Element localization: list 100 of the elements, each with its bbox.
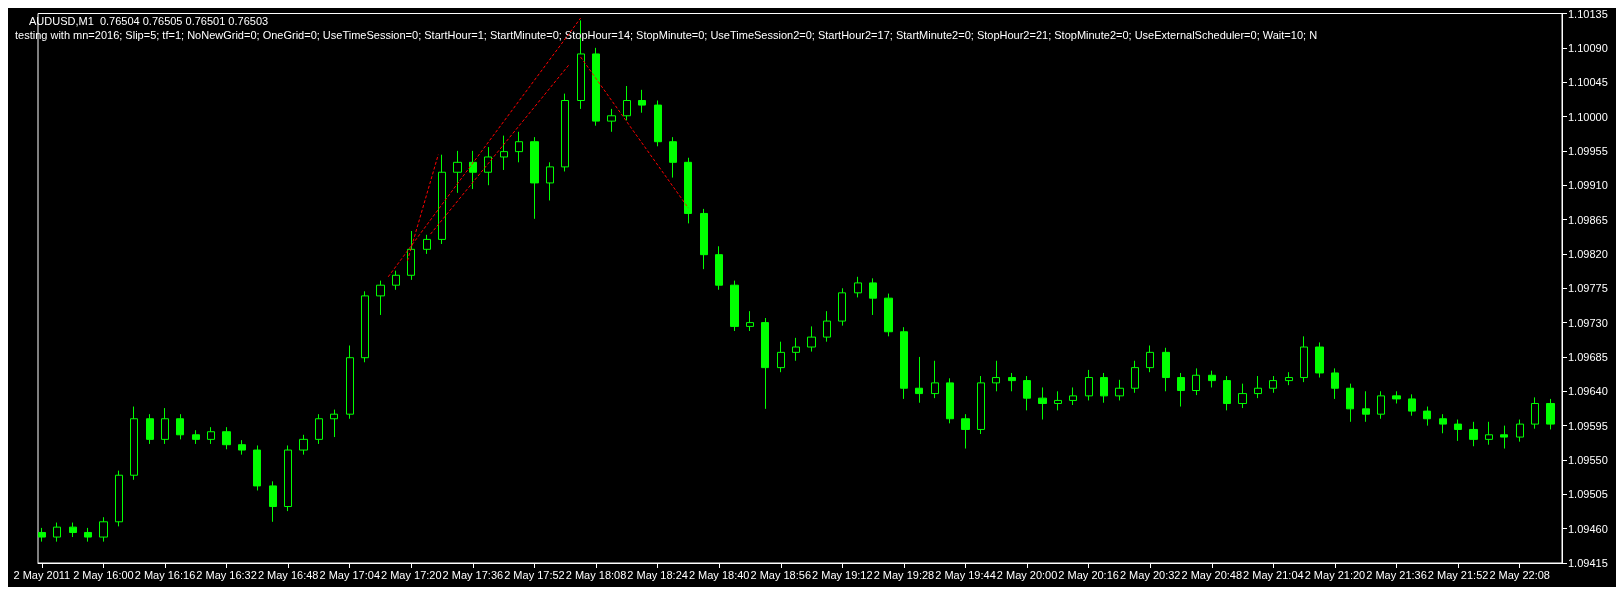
candlestick [1269, 375, 1277, 394]
candlestick [807, 325, 816, 353]
y-tick-label: 1.09415 [1568, 557, 1608, 569]
candlestick [1285, 371, 1293, 386]
y-tick-label: 1.09550 [1568, 453, 1608, 466]
candlestick [1162, 347, 1170, 392]
x-tick-label: 2 May 2011 [13, 568, 71, 581]
candlestick [392, 270, 400, 291]
candlestick [654, 100, 662, 147]
chart-title: AUDUSD,M1 0.76504 0.76505 0.76501 0.76503 [29, 14, 269, 27]
candlestick [469, 150, 477, 190]
candlestick [1115, 379, 1124, 401]
y-tick-label: 1.09685 [1568, 350, 1608, 363]
candlestick [1238, 383, 1247, 409]
candlestick [299, 434, 308, 456]
x-tick-label: 2 May 18:56 [750, 568, 812, 581]
candlestick [915, 356, 923, 404]
candlestick [1331, 367, 1339, 400]
candlestick [1439, 413, 1447, 434]
x-tick-label: 2 May 19:28 [873, 568, 935, 581]
y-tick-label: 1.10135 [1568, 7, 1608, 20]
candlestick [207, 426, 215, 445]
candlestick [1223, 375, 1231, 411]
candlestick [607, 108, 616, 133]
candlestick [1008, 372, 1016, 392]
candlestick [1085, 369, 1093, 401]
x-tick-label: 2 May 21:36 [1366, 568, 1427, 581]
candlestick [453, 150, 462, 194]
candlestick [777, 341, 785, 373]
x-tick-label: 2 May 21:20 [1304, 568, 1366, 581]
x-tick-label: 2 May 20:16 [1058, 568, 1119, 581]
candlestick [1177, 372, 1185, 408]
y-tick-label: 1.09730 [1568, 316, 1608, 329]
candlestick [746, 310, 754, 332]
candlestick [84, 527, 92, 543]
candlestick [423, 234, 431, 255]
candlestick [823, 310, 831, 343]
x-tick-label: 2 May 18:24 [627, 568, 688, 581]
x-tick-label: 2 May 16:48 [257, 568, 319, 581]
candlestick [1423, 406, 1431, 427]
candlestick [1146, 344, 1154, 373]
y-tick-label: 1.09910 [1568, 179, 1608, 192]
candlestick [1377, 390, 1385, 420]
x-tick-label: 2 May 16:32 [196, 568, 257, 581]
candlestick [53, 522, 61, 543]
candlestick [1069, 386, 1077, 406]
candlestick [330, 409, 338, 438]
x-tick-label: 2 May 16:00 [73, 568, 134, 581]
candlestick [546, 161, 554, 201]
candlestick [1054, 390, 1062, 411]
x-tick-label: 2 May 20:48 [1181, 568, 1243, 581]
candlestick [1500, 425, 1508, 450]
candlestick [146, 413, 154, 445]
candlestick [1454, 419, 1462, 442]
x-tick-label: 2 May 20:00 [996, 568, 1058, 581]
candlestick [192, 429, 200, 445]
x-tick-label: 2 May 19:44 [935, 568, 996, 581]
candlestick [484, 146, 492, 186]
candlestick [130, 406, 138, 481]
candlestick [623, 85, 631, 121]
candlestick [284, 444, 292, 512]
candlestick [438, 154, 446, 245]
candlestick [1531, 396, 1539, 430]
candlestick [684, 157, 692, 224]
y-tick-label: 1.09955 [1568, 144, 1608, 157]
candlestick [376, 280, 385, 316]
candlestick [1254, 375, 1262, 399]
candlestick [1346, 383, 1354, 423]
y-tick-label: 1.09595 [1568, 419, 1608, 432]
x-tick-label: 2 May 17:52 [504, 568, 565, 581]
candlestick [1362, 390, 1370, 423]
x-tick-label: 2 May 22:08 [1489, 568, 1550, 581]
x-tick-label: 2 May 19:12 [812, 568, 873, 581]
candlestick [1192, 367, 1200, 396]
candlestick [69, 522, 77, 538]
candlestick [38, 527, 46, 543]
candlestick [638, 89, 646, 114]
candlestick [269, 480, 277, 523]
candlestick [592, 47, 600, 127]
candlestick [161, 407, 169, 445]
candlestick [1408, 393, 1416, 417]
candlestick [346, 344, 354, 420]
candlestick [730, 280, 739, 332]
candlestick [700, 208, 708, 270]
candlestick [253, 444, 261, 491]
candlestick [238, 439, 246, 456]
y-tick-label: 1.09505 [1568, 488, 1608, 501]
candlestick [500, 135, 508, 171]
candlestick [900, 326, 908, 400]
candlestick [961, 413, 970, 450]
candlestick [715, 245, 723, 291]
candlestick [1100, 372, 1108, 404]
y-tick-label: 1.10000 [1568, 110, 1608, 123]
candlestick [1315, 341, 1324, 379]
y-tick-label: 1.09640 [1568, 385, 1608, 398]
y-tick-label: 1.09820 [1568, 247, 1608, 260]
candlestick [1485, 421, 1493, 446]
y-tick-label: 1.09865 [1568, 213, 1608, 226]
candlestick [854, 276, 862, 298]
candlestick [1546, 398, 1555, 430]
